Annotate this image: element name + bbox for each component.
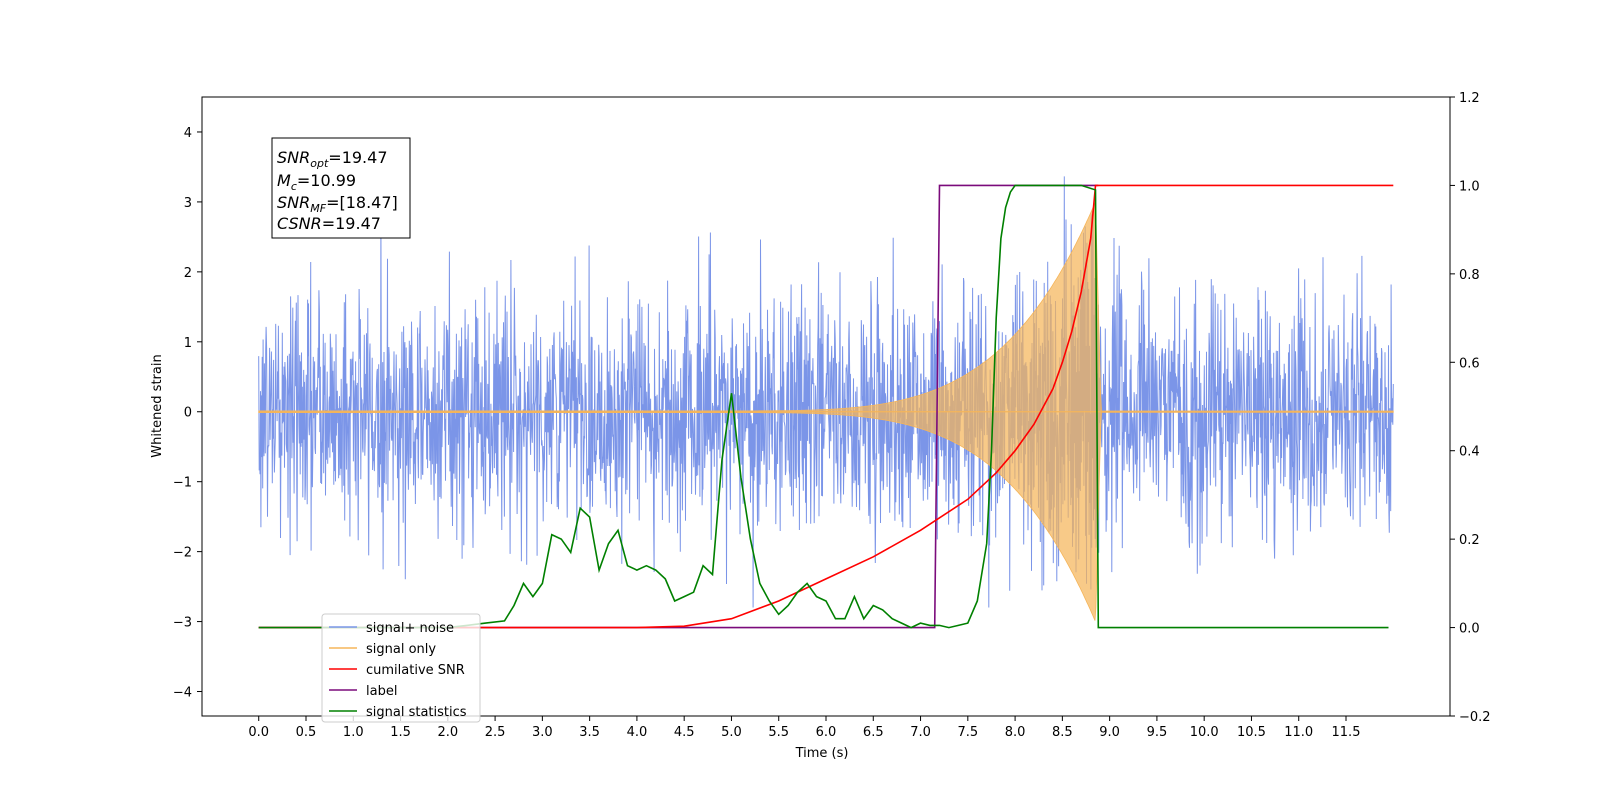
legend-label-signal-statistics: signal statistics: [366, 705, 467, 720]
info-snr-opt: SNRopt=19.47: [277, 148, 388, 170]
y-tick-label: 3: [184, 196, 192, 211]
y-axis-right: 1.2 1.0 0.8 0.6 0.4 0.2 0.0 −0.2: [1450, 91, 1491, 725]
y-tick-label: 4: [184, 126, 192, 141]
y2-tick-label: 0.8: [1459, 268, 1480, 283]
x-tick-label: 7.0: [910, 725, 931, 740]
x-tick-label: 8.0: [1005, 725, 1026, 740]
y2-tick-label: 1.2: [1459, 91, 1480, 106]
x-axis-label: Time (s): [795, 746, 849, 761]
x-tick-label: 9.0: [1099, 725, 1120, 740]
info-mc: Mc=10.99: [277, 171, 356, 193]
x-tick-label: 11.5: [1332, 725, 1361, 740]
legend-label-signal-noise: signal+ noise: [366, 621, 454, 636]
y2-tick-label: 0.0: [1459, 622, 1480, 637]
x-tick-label: 4.5: [674, 725, 695, 740]
x-tick-label: 10.0: [1190, 725, 1219, 740]
x-tick-label: 5.5: [768, 725, 789, 740]
x-tick-label: 1.5: [390, 725, 411, 740]
y-axis-label: Whitened strain: [150, 354, 165, 457]
y-tick-label: −4: [173, 686, 192, 701]
y2-tick-label: 0.6: [1459, 356, 1480, 371]
series-line-signal-noise: [258, 176, 1394, 608]
x-tick-label: 11.0: [1284, 725, 1313, 740]
x-tick-label: 6.5: [863, 725, 884, 740]
y-axis-left: 4 3 2 1 0 −1 −2 −3 −4: [173, 126, 202, 701]
y-tick-label: 2: [184, 266, 192, 281]
series-line-cumulative-snr: [258, 184, 1394, 629]
y2-tick-label: 1.0: [1459, 179, 1480, 194]
series-line-signal-statistics: [258, 184, 1389, 629]
y-tick-label: 0: [184, 406, 192, 421]
x-tick-label: 0.0: [248, 725, 269, 740]
x-tick-label: 3.5: [579, 725, 600, 740]
x-tick-label: 10.5: [1237, 725, 1266, 740]
x-tick-label: 1.0: [343, 725, 364, 740]
y2-tick-label: 0.2: [1459, 533, 1480, 548]
y-tick-label: −3: [173, 616, 192, 631]
plot-area: [258, 176, 1394, 629]
legend: signal+ noise signal only cumilative SNR…: [321, 613, 481, 723]
x-axis: 0.0 0.5 1.0 1.5 2.0 2.5 3.0 3.5 4.0 4.5 5.0 5.5 6.0 6…: [248, 716, 1360, 740]
legend-label-label: label: [366, 684, 397, 699]
info-csnr: CSNR=19.47: [277, 214, 381, 233]
y-tick-label: −1: [173, 476, 192, 491]
x-tick-label: 6.0: [816, 725, 837, 740]
x-tick-label: 4.0: [627, 725, 648, 740]
legend-label-signal-only: signal only: [366, 642, 436, 657]
y2-tick-label: −0.2: [1459, 710, 1491, 725]
x-tick-label: 2.5: [485, 725, 506, 740]
x-tick-label: 5.0: [721, 725, 742, 740]
info-snr-mf: SNRMF=[18.47]: [277, 193, 398, 215]
x-tick-label: 9.5: [1147, 725, 1168, 740]
x-tick-label: 2.0: [437, 725, 458, 740]
y-tick-label: −2: [173, 546, 192, 561]
y2-tick-label: 0.4: [1459, 445, 1480, 460]
x-tick-label: 7.5: [957, 725, 978, 740]
legend-label-cumulative-snr: cumilative SNR: [366, 663, 465, 678]
x-tick-label: 8.5: [1052, 725, 1073, 740]
info-box: SNRopt=19.47 Mc=10.99 SNRMF=[18.47] CSNR…: [271, 137, 411, 239]
x-tick-label: 0.5: [296, 725, 317, 740]
x-tick-label: 3.0: [532, 725, 553, 740]
y-tick-label: 1: [184, 336, 192, 351]
